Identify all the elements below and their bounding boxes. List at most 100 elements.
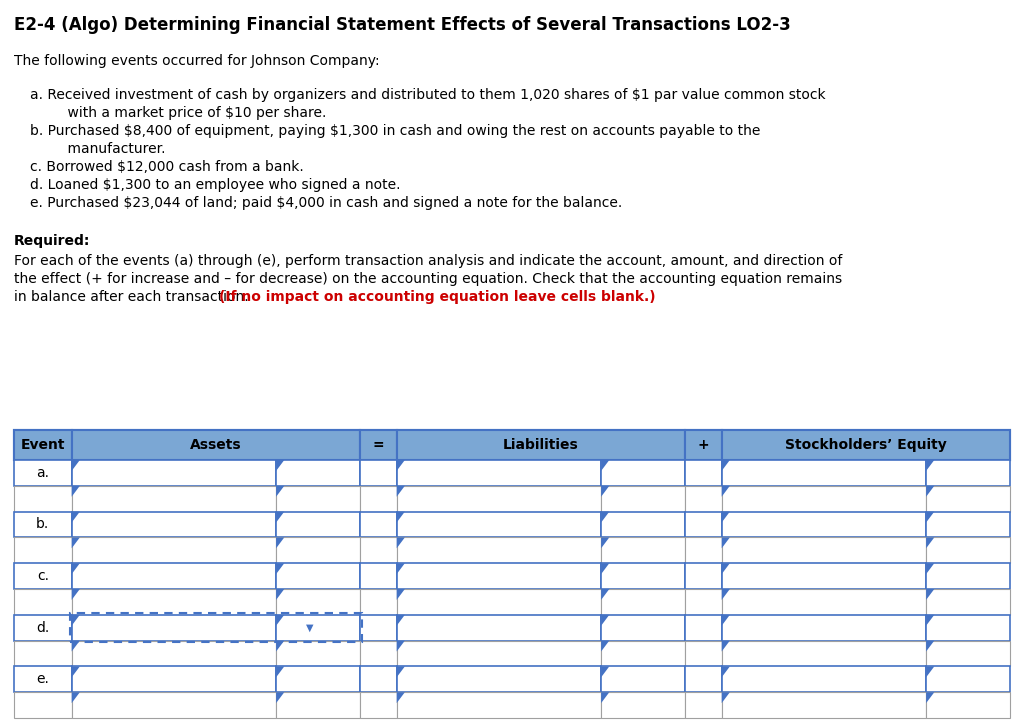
- Bar: [722, 563, 926, 589]
- Text: the effect (+ for increase and – for decrease) on the accounting equation. Check: the effect (+ for increase and – for dec…: [14, 272, 842, 286]
- Bar: [926, 666, 1010, 692]
- Bar: [14, 563, 72, 589]
- Polygon shape: [276, 486, 285, 497]
- Text: The following events occurred for Johnson Company:: The following events occurred for Johnso…: [14, 54, 380, 68]
- Polygon shape: [276, 537, 285, 548]
- Text: =: =: [373, 438, 384, 452]
- Polygon shape: [601, 486, 609, 497]
- Bar: [14, 430, 72, 460]
- Bar: [685, 430, 722, 460]
- Bar: [396, 563, 601, 589]
- Text: Liabilities: Liabilities: [503, 438, 579, 452]
- Bar: [396, 692, 601, 718]
- Bar: [926, 512, 1010, 537]
- Bar: [926, 486, 1010, 512]
- Bar: [14, 512, 72, 537]
- Text: c. Borrowed \$12,000 cash from a bank.: c. Borrowed \$12,000 cash from a bank.: [30, 160, 304, 174]
- Text: e.: e.: [37, 672, 49, 686]
- Bar: [14, 666, 72, 692]
- Text: c.: c.: [37, 569, 49, 583]
- Polygon shape: [276, 615, 285, 626]
- Bar: [685, 589, 722, 615]
- Bar: [685, 537, 722, 563]
- Polygon shape: [396, 563, 404, 574]
- Polygon shape: [926, 666, 934, 677]
- Bar: [14, 640, 72, 666]
- Bar: [722, 666, 926, 692]
- Bar: [72, 430, 360, 460]
- Bar: [685, 666, 722, 692]
- Bar: [72, 640, 276, 666]
- Bar: [14, 589, 72, 615]
- Polygon shape: [276, 563, 285, 574]
- Bar: [722, 486, 926, 512]
- Bar: [601, 486, 685, 512]
- Polygon shape: [722, 537, 730, 548]
- Bar: [722, 430, 1010, 460]
- Polygon shape: [722, 666, 730, 677]
- Bar: [722, 692, 926, 718]
- Bar: [722, 589, 926, 615]
- Polygon shape: [72, 563, 80, 574]
- Bar: [14, 430, 1010, 460]
- Bar: [396, 640, 601, 666]
- Bar: [72, 512, 276, 537]
- Bar: [276, 692, 360, 718]
- Polygon shape: [601, 692, 609, 703]
- Text: d.: d.: [36, 621, 49, 635]
- Polygon shape: [72, 537, 80, 548]
- Text: Event: Event: [20, 438, 66, 452]
- Bar: [926, 615, 1010, 640]
- Polygon shape: [396, 537, 404, 548]
- Bar: [601, 640, 685, 666]
- Text: d. Loaned \$1,300 to an employee who signed a note.: d. Loaned \$1,300 to an employee who sig…: [30, 178, 400, 192]
- Bar: [926, 537, 1010, 563]
- Text: in balance after each transaction.: in balance after each transaction.: [14, 290, 253, 304]
- Bar: [685, 615, 722, 640]
- Polygon shape: [722, 460, 730, 471]
- Bar: [72, 486, 276, 512]
- Bar: [601, 692, 685, 718]
- Bar: [14, 537, 72, 563]
- Text: Required:: Required:: [14, 234, 90, 248]
- Polygon shape: [396, 666, 404, 677]
- Text: e. Purchased \$23,044 of land; paid \$4,000 in cash and signed a note for the ba: e. Purchased \$23,044 of land; paid \$4,…: [30, 196, 623, 210]
- Polygon shape: [601, 640, 609, 651]
- Bar: [360, 640, 396, 666]
- Bar: [396, 430, 685, 460]
- Bar: [360, 615, 396, 640]
- Polygon shape: [926, 512, 934, 523]
- Bar: [601, 537, 685, 563]
- Polygon shape: [926, 486, 934, 497]
- Bar: [601, 615, 685, 640]
- Bar: [360, 692, 396, 718]
- Polygon shape: [396, 460, 404, 471]
- Bar: [396, 589, 601, 615]
- Polygon shape: [72, 460, 80, 471]
- Bar: [276, 460, 360, 486]
- Polygon shape: [396, 640, 404, 651]
- Text: with a market price of \$10 per share.: with a market price of \$10 per share.: [50, 106, 327, 120]
- Polygon shape: [276, 640, 285, 651]
- Bar: [72, 537, 276, 563]
- Polygon shape: [601, 460, 609, 471]
- Bar: [360, 486, 396, 512]
- Text: +: +: [697, 438, 710, 452]
- Bar: [360, 430, 396, 460]
- Bar: [926, 563, 1010, 589]
- Polygon shape: [72, 692, 80, 703]
- Bar: [70, 613, 362, 642]
- Bar: [396, 537, 601, 563]
- Bar: [396, 460, 601, 486]
- Bar: [396, 512, 601, 537]
- Polygon shape: [601, 666, 609, 677]
- Text: For each of the events (a) through (e), perform transaction analysis and indicat: For each of the events (a) through (e), …: [14, 254, 843, 268]
- Bar: [601, 512, 685, 537]
- Bar: [601, 666, 685, 692]
- Bar: [601, 589, 685, 615]
- Text: ▼: ▼: [306, 623, 313, 632]
- Polygon shape: [722, 615, 730, 626]
- Bar: [685, 512, 722, 537]
- Bar: [396, 666, 601, 692]
- Text: manufacturer.: manufacturer.: [50, 142, 166, 156]
